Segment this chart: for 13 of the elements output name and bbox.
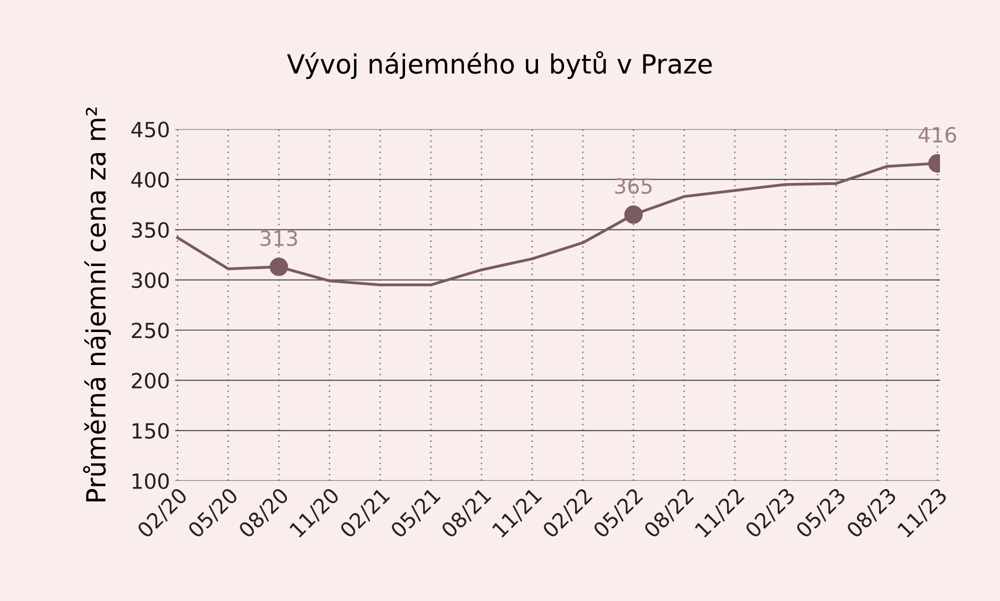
data-label: 365: [615, 178, 652, 194]
y-tick-label: 100: [132, 473, 169, 490]
chart-title: Vývoj nájemného u bytů v Praze: [287, 51, 712, 79]
data-label: 416: [918, 126, 956, 143]
y-tick-label: 450: [131, 122, 169, 138]
y-tick-label: 400: [131, 172, 169, 188]
y-tick-label: 250: [132, 322, 169, 338]
y-tick-label: 300: [132, 272, 169, 288]
y-tick-label: 150: [132, 423, 169, 439]
data-label: 313: [260, 230, 298, 246]
y-axis-title: Průměrná nájemní cena za m²: [83, 108, 111, 502]
y-tick-label: 350: [132, 222, 169, 238]
y-tick-label: 200: [132, 372, 169, 389]
